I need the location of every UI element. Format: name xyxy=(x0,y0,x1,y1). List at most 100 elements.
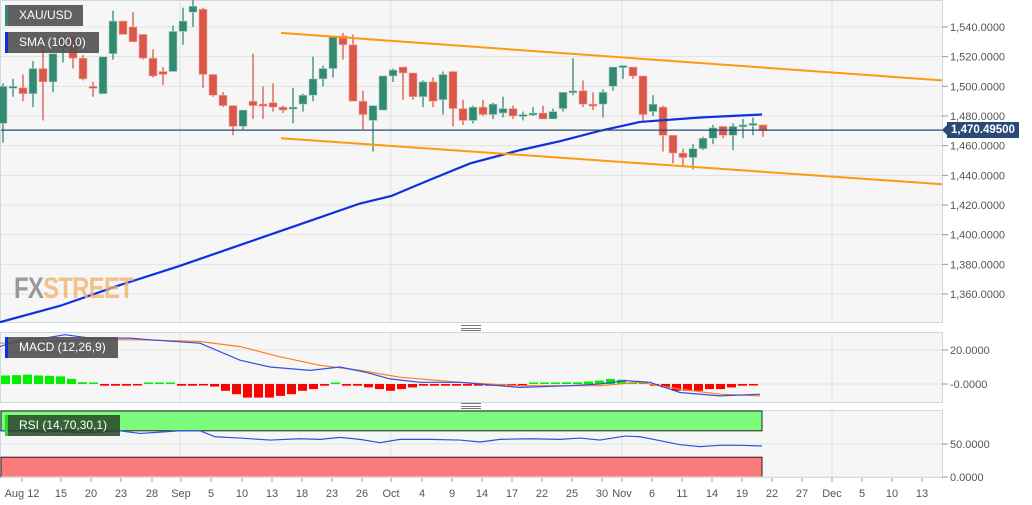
rsi-legend[interactable]: RSI (14,70,30,1) xyxy=(5,415,120,436)
bearish-candle[interactable] xyxy=(668,134,678,154)
bearish-candle[interactable] xyxy=(38,68,48,83)
bullish-candle[interactable] xyxy=(328,35,338,69)
channel-upper-line xyxy=(280,31,943,82)
bearish-candle[interactable] xyxy=(758,124,768,132)
bullish-candle[interactable] xyxy=(288,106,298,110)
bearish-candle[interactable] xyxy=(78,57,88,80)
bearish-candle[interactable] xyxy=(88,86,98,89)
bullish-candle[interactable] xyxy=(238,109,248,127)
bullish-candle[interactable] xyxy=(618,65,628,68)
x-axis-label: 13 xyxy=(266,488,278,500)
bearish-candle[interactable] xyxy=(478,106,488,115)
bullish-candle[interactable] xyxy=(418,81,428,98)
bullish-candle[interactable] xyxy=(748,123,758,126)
bearish-candle[interactable] xyxy=(18,87,28,95)
y-axis-label: 1,500.0000 xyxy=(950,81,1005,93)
bullish-candle[interactable] xyxy=(8,86,18,89)
bullish-candle[interactable] xyxy=(308,78,318,96)
bearish-candle[interactable] xyxy=(158,71,168,75)
bearish-candle[interactable] xyxy=(138,34,148,59)
bullish-candle[interactable] xyxy=(608,66,618,87)
bearish-candle[interactable] xyxy=(198,8,208,75)
bullish-candle[interactable] xyxy=(548,111,558,120)
sma-legend[interactable]: SMA (100,0) xyxy=(5,32,99,53)
bullish-candle[interactable] xyxy=(98,56,108,95)
rsi-axis-label: 0.0000 xyxy=(950,472,984,484)
bullish-candle[interactable] xyxy=(318,68,328,80)
bullish-candle[interactable] xyxy=(28,68,38,95)
bullish-candle[interactable] xyxy=(708,127,718,139)
bullish-candle[interactable] xyxy=(648,103,658,112)
bearish-candle[interactable] xyxy=(718,126,728,136)
bullish-candle[interactable] xyxy=(438,74,448,100)
bullish-candle[interactable] xyxy=(568,90,578,94)
bullish-candle[interactable] xyxy=(698,137,708,149)
macd-histogram-negative xyxy=(705,384,714,390)
x-axis-label: Aug 12 xyxy=(5,488,40,500)
macd-legend[interactable]: MACD (12,26,9) xyxy=(5,337,118,358)
bullish-candle[interactable] xyxy=(528,112,538,116)
macd-histogram-positive xyxy=(1,375,10,384)
bearish-candle[interactable] xyxy=(538,112,548,120)
bullish-candle[interactable] xyxy=(388,69,398,77)
x-axis-label: 25 xyxy=(566,488,578,500)
bearish-candle[interactable] xyxy=(398,66,408,74)
bullish-candle[interactable] xyxy=(558,91,568,109)
bullish-candle[interactable] xyxy=(378,75,388,111)
bearish-candle[interactable] xyxy=(408,72,418,98)
bearish-candle[interactable] xyxy=(458,108,468,121)
bearish-candle[interactable] xyxy=(678,152,688,158)
bearish-candle[interactable] xyxy=(218,94,228,106)
bullish-candle[interactable] xyxy=(728,126,738,136)
bullish-candle[interactable] xyxy=(298,94,308,105)
bearish-candle[interactable] xyxy=(358,100,368,115)
rsi-overbought-zone xyxy=(0,410,763,432)
current-price-tag: 1,470.49500 xyxy=(942,122,1019,138)
bullish-candle[interactable] xyxy=(108,20,118,55)
panel-resize-handle-rsi[interactable] xyxy=(461,403,481,409)
bullish-candle[interactable] xyxy=(688,148,698,158)
bearish-candle[interactable] xyxy=(508,108,518,117)
bearish-candle[interactable] xyxy=(128,26,138,43)
bearish-candle[interactable] xyxy=(278,106,288,111)
bullish-candle[interactable] xyxy=(168,31,178,72)
macd-histogram-negative xyxy=(716,384,725,390)
bullish-candle[interactable] xyxy=(48,53,58,83)
symbol-legend[interactable]: XAU/USD xyxy=(5,5,83,26)
macd-histogram-positive xyxy=(584,381,593,384)
bullish-candle[interactable] xyxy=(0,86,8,124)
bullish-candle[interactable] xyxy=(188,5,198,13)
bearish-candle[interactable] xyxy=(228,105,238,127)
x-axis-label: 11 xyxy=(676,488,687,500)
bearish-candle[interactable] xyxy=(448,71,458,109)
macd-histogram-negative xyxy=(298,384,307,391)
bearish-candle[interactable] xyxy=(638,75,648,115)
bearish-candle[interactable] xyxy=(588,103,598,107)
bullish-candle[interactable] xyxy=(518,114,528,117)
bullish-candle[interactable] xyxy=(598,91,608,105)
x-axis-label: 27 xyxy=(796,488,808,500)
bearish-candle[interactable] xyxy=(628,66,638,77)
bullish-candle[interactable] xyxy=(178,20,188,32)
bearish-candle[interactable] xyxy=(348,44,358,102)
bullish-candle[interactable] xyxy=(368,105,378,121)
bullish-candle[interactable] xyxy=(468,106,478,121)
bearish-candle[interactable] xyxy=(248,100,258,106)
bearish-candle[interactable] xyxy=(338,35,348,46)
bearish-candle[interactable] xyxy=(118,20,128,35)
bearish-candle[interactable] xyxy=(148,57,158,77)
bullish-candle[interactable] xyxy=(488,103,498,115)
symbol-legend-label: XAU/USD xyxy=(19,8,73,22)
bullish-candle[interactable] xyxy=(738,124,748,128)
bearish-candle[interactable] xyxy=(258,103,268,107)
bearish-candle[interactable] xyxy=(208,74,218,96)
macd-histogram-negative xyxy=(177,384,186,386)
bearish-candle[interactable] xyxy=(268,102,278,108)
bearish-candle[interactable] xyxy=(578,90,588,105)
panel-resize-handle-macd[interactable] xyxy=(461,325,481,331)
bearish-candle[interactable] xyxy=(428,81,438,102)
bullish-candle[interactable] xyxy=(498,108,508,114)
rsi-color-bar xyxy=(5,415,8,436)
sma-color-bar xyxy=(5,32,8,53)
